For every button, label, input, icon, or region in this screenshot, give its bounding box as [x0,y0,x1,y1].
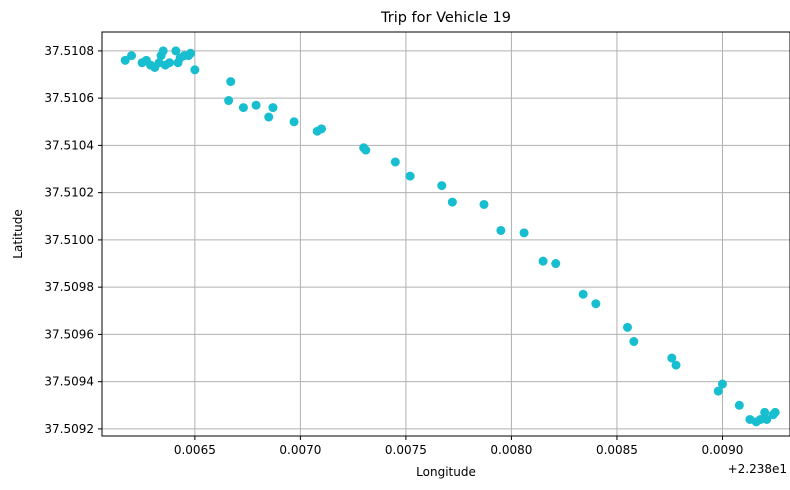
data-point [186,48,196,58]
data-point [538,256,548,266]
data-point [405,171,415,181]
y-tick-label: 37.5094 [44,375,94,389]
data-point [238,103,248,113]
data-point [551,259,561,269]
y-tick-label: 37.5106 [44,91,94,105]
data-point [361,145,371,155]
data-point [717,379,727,389]
data-point [713,386,723,396]
data-point [479,199,489,209]
data-point [447,197,457,207]
data-point [578,289,588,299]
y-tick-label: 37.5098 [44,280,94,294]
y-axis-ticks: 37.5092 37.5094 37.5096 37.5098 37.5100 37.51… [44,44,102,436]
data-point [190,65,200,75]
x-tick-label: 0.0080 [490,443,532,457]
y-tick-label: 37.5102 [44,186,94,200]
data-point [316,124,326,134]
data-point [496,225,506,235]
data-point [268,103,278,113]
data-point [158,46,168,56]
data-point [629,336,639,346]
data-point [437,181,447,191]
data-point [667,353,677,363]
y-axis-label: Latitude [11,209,25,258]
x-tick-label: 0.0085 [596,443,638,457]
data-point [762,414,772,424]
data-point [622,322,632,332]
plot-frame [101,31,790,437]
y-tick-label: 37.5104 [44,138,94,152]
data-point [165,58,175,68]
y-tick-label: 37.5096 [44,327,94,341]
chart-title: Trip for Vehicle 19 [380,10,511,26]
x-tick-label: 0.0065 [174,443,216,457]
x-tick-label: 0.0075 [385,443,427,457]
x-tick-label: 0.0070 [279,443,321,457]
data-point [251,100,261,110]
data-point [390,157,400,167]
data-point [289,117,299,127]
data-point [671,360,681,370]
gridlines [102,32,790,436]
data-point [120,55,130,65]
y-tick-label: 37.5100 [44,233,94,247]
data-point [226,77,236,87]
data-point [755,414,765,424]
x-axis-ticks: 0.0065 0.0070 0.0075 0.0080 0.0085 0.0090 [174,436,743,457]
data-point [171,46,181,56]
data-point [734,400,744,410]
data-point [127,51,137,61]
data-point [760,407,770,417]
y-tick-label: 37.5092 [44,422,94,436]
data-point [591,299,601,309]
data-point [770,407,780,417]
x-tick-label: 0.0090 [701,443,743,457]
data-points [120,46,780,427]
data-point [224,96,234,106]
y-tick-label: 37.5108 [44,44,94,58]
data-point [264,112,274,122]
data-point [519,228,529,238]
x-axis-label: Longitude [416,465,476,479]
x-axis-offset-label: +2.238e1 [728,462,787,476]
